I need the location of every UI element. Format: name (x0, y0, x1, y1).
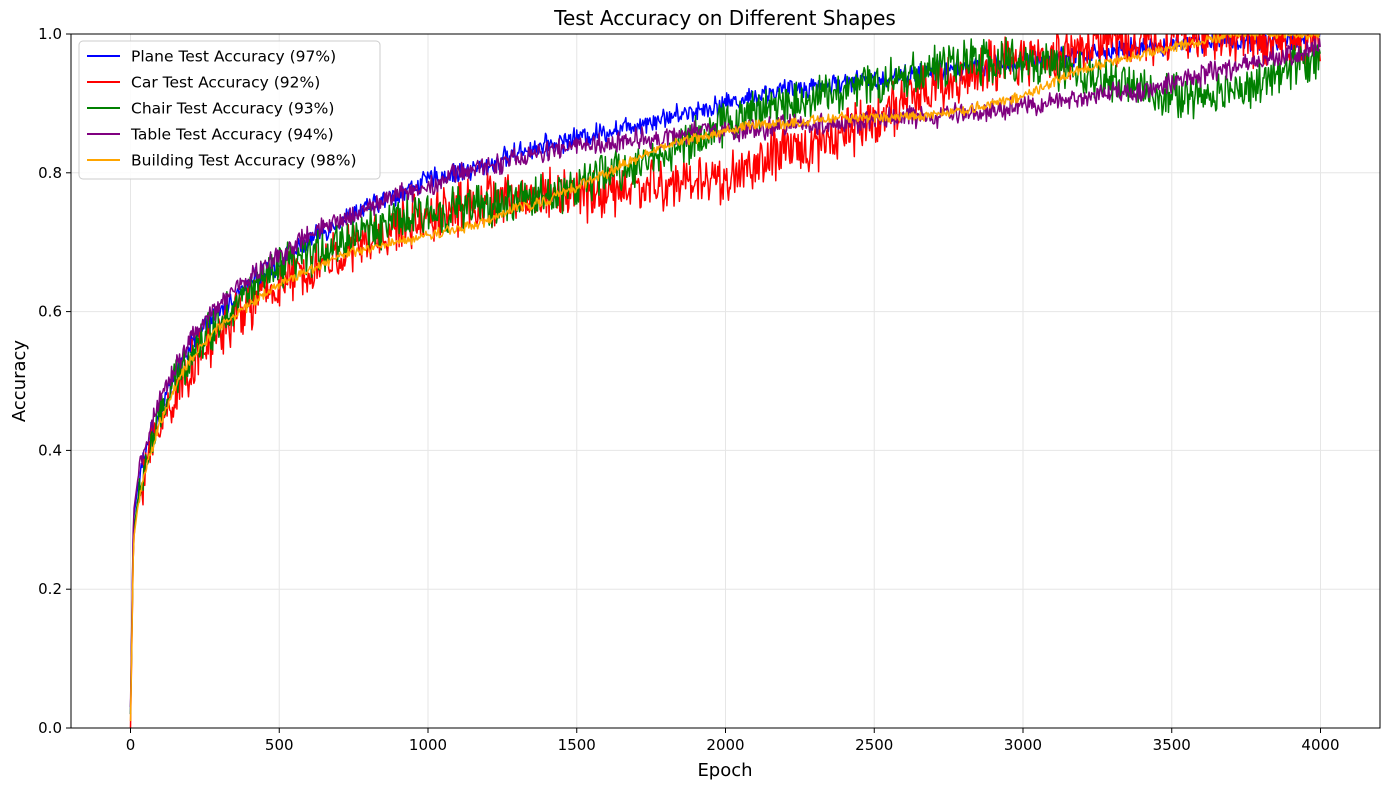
y-tick-label: 1.0 (38, 25, 62, 43)
x-tick-label: 2000 (706, 736, 744, 754)
y-axis-ticks: 0.0 0.2 0.4 0.6 0.8 1.0 (38, 25, 71, 737)
legend-label: Chair Test Accuracy (93%) (131, 100, 334, 118)
x-tick-label: 3500 (1153, 736, 1191, 754)
x-tick-label: 1500 (558, 736, 596, 754)
x-tick-label: 3000 (1004, 736, 1042, 754)
legend-box (78, 40, 381, 180)
y-tick-label: 0.8 (38, 164, 62, 182)
x-tick-label: 2500 (855, 736, 893, 754)
series-lines (129, 34, 1321, 728)
legend-label: Plane Test Accuracy (97%) (131, 48, 336, 66)
chart-title: Test Accuracy on Different Shapes (553, 6, 896, 30)
x-tick-label: 500 (265, 736, 294, 754)
x-tick-label: 0 (126, 736, 136, 754)
y-tick-label: 0.2 (38, 580, 62, 598)
y-tick-label: 0.0 (38, 719, 62, 737)
x-axis-ticks: 0 500 1000 1500 2000 2500 3000 3500 4000 (126, 728, 1340, 754)
y-axis-title: Accuracy (9, 340, 30, 423)
series-line-5 (129, 34, 1321, 722)
legend: Plane Test Accuracy (97%) Car Test Accura… (78, 40, 381, 180)
y-tick-label: 0.6 (38, 303, 62, 321)
legend-label: Car Test Accuracy (92%) (131, 74, 320, 92)
legend-label: Table Test Accuracy (94%) (130, 126, 334, 144)
legend-label: Building Test Accuracy (98%) (131, 152, 357, 170)
x-tick-label: 1000 (409, 736, 447, 754)
y-tick-label: 0.4 (38, 441, 62, 459)
x-axis-title: Epoch (697, 760, 752, 781)
series-line-2 (129, 34, 1321, 728)
series-line-4 (129, 37, 1321, 708)
x-tick-label: 4000 (1301, 736, 1339, 754)
